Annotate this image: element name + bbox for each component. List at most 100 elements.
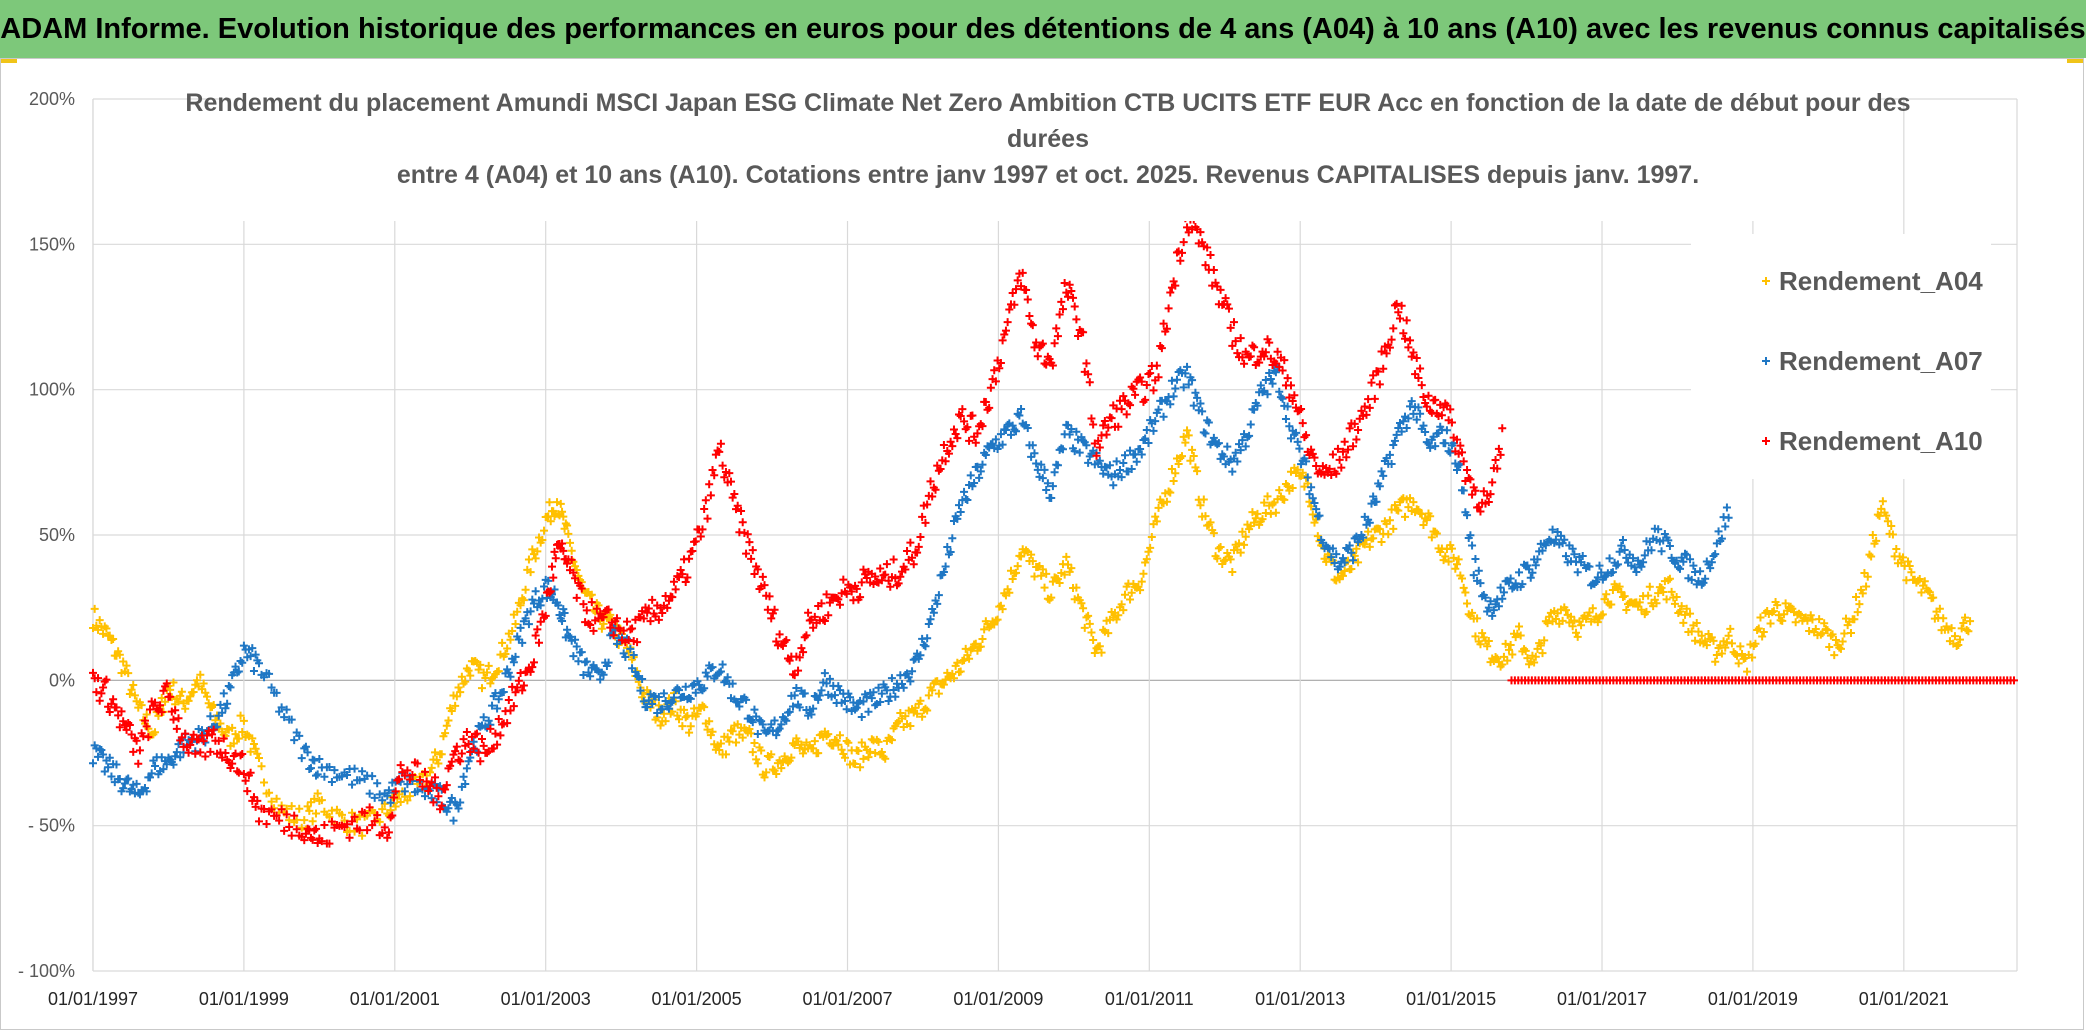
point-rendement_a07 — [874, 683, 883, 692]
y-tick-label: 200% — [29, 89, 75, 109]
point-rendement_a10 — [219, 734, 228, 743]
point-rendement_a10 — [1209, 265, 1218, 274]
point-rendement_a10 — [671, 585, 680, 594]
point-rendement_a07 — [370, 793, 379, 802]
point-rendement_a07 — [1119, 458, 1128, 467]
point-rendement_a07 — [1043, 479, 1052, 488]
x-axis-ticks: 01/01/1997 01/01/1999 01/01/2001 01/01/2003… — [48, 989, 1949, 1009]
point-rendement_a04 — [1293, 465, 1302, 474]
x-tick-label: 01/01/2003 — [501, 989, 591, 1009]
point-rendement_a04 — [1791, 618, 1800, 627]
point-rendement_a07 — [1506, 574, 1515, 583]
point-rendement_a07 — [107, 772, 116, 781]
point-rendement_a10 — [1048, 361, 1057, 370]
point-rendement_a10 — [99, 683, 108, 692]
point-rendement_a04 — [1620, 592, 1629, 601]
point-rendement_a10 — [479, 741, 488, 750]
point-rendement_a07 — [946, 548, 955, 557]
point-rendement_a10 — [619, 626, 628, 635]
point-rendement_a10 — [1038, 339, 1047, 348]
point-rendement_a10 — [1261, 348, 1270, 357]
point-rendement_a04 — [1166, 488, 1175, 497]
point-rendement_a10 — [135, 746, 144, 755]
point-rendement_a10 — [1431, 395, 1440, 404]
point-rendement_a04 — [837, 745, 846, 754]
point-rendement_a10 — [239, 769, 248, 778]
point-rendement_a07 — [884, 697, 893, 706]
point-rendement_a04 — [1354, 558, 1363, 567]
point-rendement_a04 — [832, 736, 841, 745]
point-rendement_a07 — [1379, 471, 1388, 480]
point-rendement_a10 — [1152, 361, 1161, 370]
point-rendement_a10 — [1099, 421, 1108, 430]
point-rendement_a04 — [1463, 599, 1472, 608]
point-rendement_a04 — [993, 615, 1002, 624]
point-rendement_a10 — [1238, 353, 1247, 362]
point-rendement_a10 — [1422, 402, 1431, 411]
point-rendement_a07 — [830, 691, 839, 700]
point-rendement_a07 — [862, 692, 871, 701]
point-rendement_a04 — [1778, 616, 1787, 625]
point-rendement_a07 — [792, 684, 801, 693]
point-rendement_a07 — [172, 748, 181, 757]
point-rendement_a10 — [676, 566, 685, 575]
point-rendement_a10 — [92, 688, 101, 697]
point-rendement_a10 — [971, 438, 980, 447]
point-rendement_a04 — [1754, 624, 1763, 633]
point-rendement_a07 — [864, 707, 873, 716]
point-rendement_a04 — [1573, 632, 1582, 641]
point-rendement_a04 — [566, 538, 575, 547]
point-rendement_a04 — [1473, 614, 1482, 623]
point-rendement_a04 — [483, 668, 492, 677]
point-rendement_a04 — [1959, 619, 1968, 628]
point-rendement_a04 — [656, 721, 665, 730]
point-rendement_a07 — [420, 792, 429, 801]
point-rendement_a10 — [526, 667, 535, 676]
point-rendement_a04 — [1119, 606, 1128, 615]
point-rendement_a07 — [1042, 485, 1051, 494]
point-rendement_a04 — [142, 710, 151, 719]
point-rendement_a10 — [985, 403, 994, 412]
point-rendement_a07 — [1328, 544, 1337, 553]
point-rendement_a04 — [1558, 616, 1567, 625]
point-rendement_a10 — [1350, 419, 1359, 428]
legend-label: Rendement_A04 — [1779, 266, 1983, 296]
point-rendement_a04 — [231, 730, 240, 739]
point-rendement_a10 — [262, 820, 271, 829]
point-rendement_a07 — [668, 697, 677, 706]
point-rendement_a10 — [1466, 475, 1475, 484]
point-rendement_a10 — [934, 466, 943, 475]
point-rendement_a04 — [1805, 627, 1814, 636]
point-rendement_a10 — [1223, 300, 1232, 309]
point-rendement_a10 — [941, 457, 950, 466]
point-rendement_a10 — [547, 562, 556, 571]
point-rendement_a04 — [563, 521, 572, 530]
point-rendement_a07 — [355, 776, 364, 785]
point-rendement_a07 — [1008, 421, 1017, 430]
point-rendement_a04 — [1154, 503, 1163, 512]
point-rendement_a10 — [1402, 316, 1411, 325]
point-rendement_a07 — [921, 642, 930, 651]
point-rendement_a07 — [1389, 440, 1398, 449]
point-rendement_a07 — [1679, 557, 1688, 566]
point-rendement_a04 — [1027, 550, 1036, 559]
series-rendement_a10 — [89, 214, 2018, 848]
point-rendement_a04 — [1867, 552, 1876, 561]
point-rendement_a10 — [494, 714, 503, 723]
point-rendement_a04 — [1174, 459, 1183, 468]
point-rendement_a07 — [1699, 578, 1708, 587]
point-rendement_a04 — [287, 802, 296, 811]
point-rendement_a04 — [1126, 595, 1135, 604]
point-rendement_a10 — [1221, 294, 1230, 303]
point-rendement_a10 — [913, 548, 922, 557]
point-rendement_a07 — [814, 695, 823, 704]
point-rendement_a04 — [325, 812, 334, 821]
point-rendement_a10 — [1159, 319, 1168, 328]
point-rendement_a04 — [1240, 540, 1249, 549]
point-rendement_a04 — [834, 740, 843, 749]
point-rendement_a07 — [1142, 425, 1151, 434]
point-rendement_a07 — [876, 698, 885, 707]
point-rendement_a04 — [1955, 635, 1964, 644]
point-rendement_a10 — [1226, 323, 1235, 332]
point-rendement_a07 — [1672, 556, 1681, 565]
